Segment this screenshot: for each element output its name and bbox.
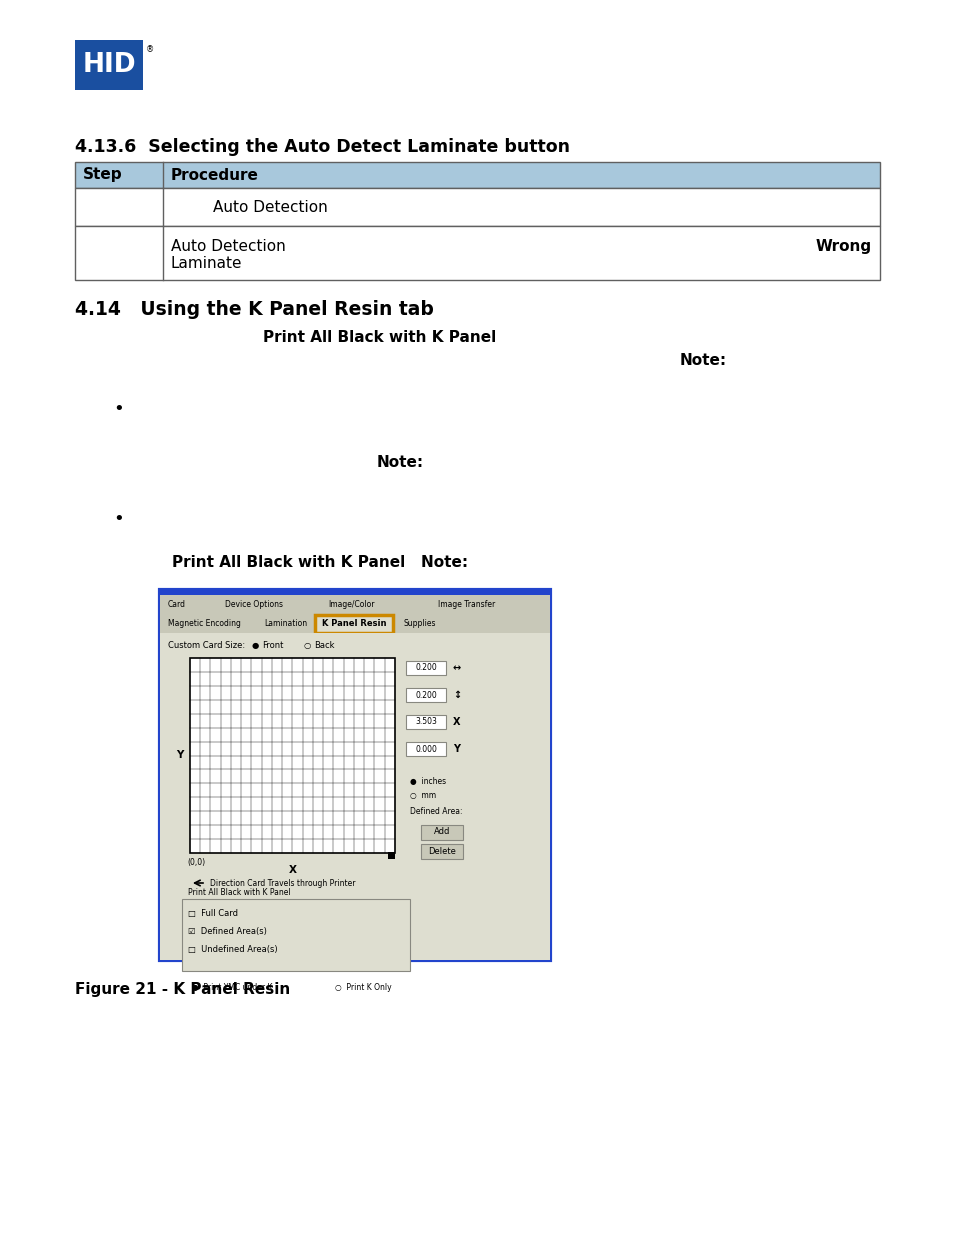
Text: Image Transfer: Image Transfer	[437, 600, 495, 609]
Bar	[160, 634, 550, 960]
Text: Magnetic Encoding: Magnetic Encoding	[168, 619, 240, 629]
Bar	[388, 852, 395, 860]
Text: Auto Detection: Auto Detection	[171, 240, 286, 254]
Text: ☑  Defined Area(s): ☑ Defined Area(s)	[188, 927, 267, 936]
Text: Supplies: Supplies	[403, 619, 436, 629]
Bar	[75, 40, 143, 90]
Text: Delete: Delete	[428, 846, 456, 856]
Bar	[406, 742, 446, 756]
Text: 4.13.6  Selecting the Auto Detect Laminate button: 4.13.6 Selecting the Auto Detect Laminat…	[75, 138, 569, 156]
Text: Wrong: Wrong	[815, 240, 871, 254]
Text: Note:: Note:	[679, 353, 726, 368]
Bar	[420, 825, 462, 840]
Text: Defined Area:: Defined Area:	[410, 806, 462, 816]
Text: X: X	[288, 864, 296, 876]
Text: •: •	[112, 510, 124, 529]
Text: □  Full Card: □ Full Card	[188, 909, 237, 918]
Text: Note:: Note:	[376, 454, 423, 471]
Text: HID: HID	[82, 52, 135, 78]
Text: 0.200: 0.200	[415, 663, 436, 673]
Text: Front: Front	[262, 641, 283, 650]
Text: ●  Print YMC under K: ● Print YMC under K	[192, 983, 273, 992]
Bar	[182, 899, 410, 971]
Text: Print All Black with K Panel: Print All Black with K Panel	[188, 888, 291, 897]
Text: Lamination: Lamination	[264, 619, 307, 629]
Bar	[314, 615, 393, 634]
Text: ○  mm: ○ mm	[410, 790, 436, 800]
Text: Direction Card Travels through Printer: Direction Card Travels through Printer	[210, 878, 355, 888]
Text: (0,0): (0,0)	[187, 858, 205, 867]
Bar	[406, 715, 446, 729]
Text: Print All Black with K Panel: Print All Black with K Panel	[263, 330, 497, 345]
Text: □  Undefined Area(s): □ Undefined Area(s)	[188, 945, 277, 953]
Text: Step: Step	[83, 168, 123, 183]
Bar	[75, 188, 879, 226]
Text: •: •	[112, 400, 124, 417]
Text: 0.000: 0.000	[415, 745, 436, 753]
Text: ○: ○	[304, 641, 311, 650]
Bar	[75, 162, 879, 188]
Bar	[406, 688, 446, 701]
Text: Add: Add	[434, 827, 450, 836]
Text: Back: Back	[314, 641, 335, 650]
Text: Procedure: Procedure	[171, 168, 258, 183]
Bar	[190, 658, 395, 853]
Text: Y: Y	[453, 743, 459, 755]
Text: Print All Black with K Panel   Note:: Print All Black with K Panel Note:	[172, 555, 468, 571]
Text: X: X	[453, 718, 460, 727]
Text: ○  Print K Only: ○ Print K Only	[335, 983, 392, 992]
Bar	[160, 614, 550, 634]
Text: 0.200: 0.200	[415, 690, 436, 699]
Text: ↕: ↕	[453, 690, 460, 700]
Text: ●  inches: ● inches	[410, 777, 446, 785]
Text: Y: Y	[176, 751, 184, 761]
Bar	[420, 844, 462, 860]
Text: Device Options: Device Options	[225, 600, 283, 609]
Text: ●: ●	[252, 641, 259, 650]
Text: Custom Card Size:: Custom Card Size:	[168, 641, 245, 650]
Text: Figure 21 - K Panel Resin: Figure 21 - K Panel Resin	[75, 982, 290, 997]
Bar	[160, 595, 550, 614]
Text: Image/Color: Image/Color	[328, 600, 375, 609]
Text: Card: Card	[168, 600, 186, 609]
Text: 4.14   Using the K Panel Resin tab: 4.14 Using the K Panel Resin tab	[75, 300, 434, 319]
Bar	[160, 590, 550, 595]
Bar	[160, 590, 550, 960]
Text: 3.503: 3.503	[415, 718, 436, 726]
Text: K Panel Resin: K Panel Resin	[321, 619, 386, 629]
Text: ↔: ↔	[453, 663, 460, 673]
Text: Auto Detection: Auto Detection	[213, 200, 328, 215]
Bar	[406, 661, 446, 676]
Text: Laminate: Laminate	[171, 256, 242, 270]
Text: ®: ®	[146, 44, 154, 54]
Bar	[75, 226, 879, 280]
